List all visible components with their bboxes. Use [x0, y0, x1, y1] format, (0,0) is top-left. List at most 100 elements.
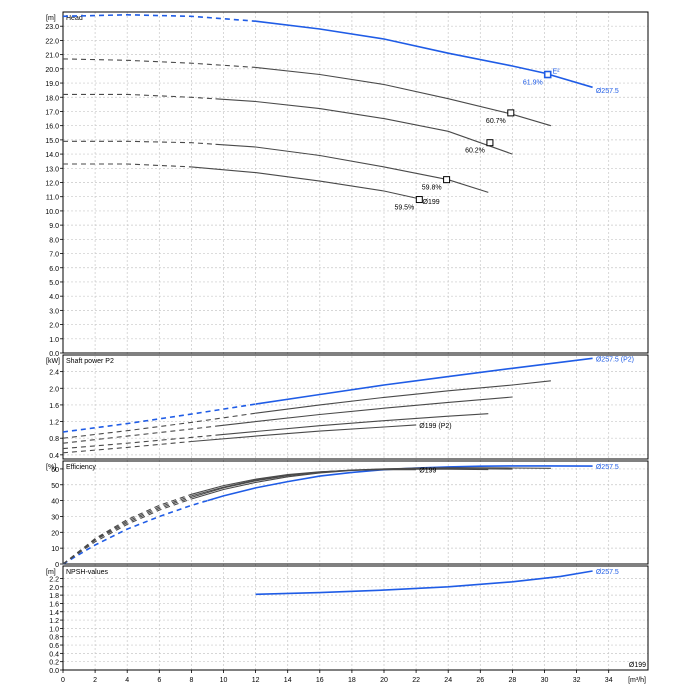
x-tick-label: 14 [284, 677, 292, 684]
y-tick-label: 6.0 [49, 266, 59, 273]
x-end-label: Ø199 [629, 662, 646, 669]
panel-title-npsh: NPSH-values [66, 569, 109, 576]
bep-marker [543, 70, 552, 79]
x-tick-label: 0 [61, 677, 65, 684]
bep-label: 60.7% [486, 118, 506, 125]
y-tick-label: 1.0 [49, 626, 59, 633]
bep-marker [507, 109, 515, 117]
y-tick-label: 0.4 [49, 651, 59, 658]
y-tick-label: 30 [51, 514, 59, 521]
curve-label: Ø257.5 [596, 569, 619, 576]
y-tick-label: 10.0 [45, 209, 59, 216]
y-tick-label: 0.4 [49, 453, 59, 460]
series-efficiency-4 [191, 469, 417, 495]
curve-label: Ø257.5 [596, 464, 619, 471]
bep-label: 59.8% [422, 185, 442, 192]
panel-frame-npsh [62, 565, 649, 671]
series-head-2 [215, 98, 513, 155]
y-tick-label: 12.0 [45, 181, 59, 188]
curve-label: Ø257.5 (P2) [596, 356, 634, 363]
series-head-3 [215, 143, 489, 193]
y-tick-label: 18.0 [45, 95, 59, 102]
x-tick-label: 4 [125, 677, 129, 684]
y-tick-label: 1.2 [49, 618, 59, 625]
y-tick-label: 9.0 [49, 223, 59, 230]
series-head-2-dashed [63, 93, 216, 100]
bep-label: 61.9% [523, 80, 543, 87]
y-tick-label: 1.4 [49, 610, 59, 617]
y-tick-label: 8.0 [49, 237, 59, 244]
y-tick-label: 14.0 [45, 152, 59, 159]
y-tick-label: 23.0 [45, 24, 59, 31]
series-efficiency-0 [207, 465, 593, 502]
x-tick-label: 34 [605, 677, 613, 684]
series-efficiency-2-dashed [62, 496, 192, 565]
y-tick-label: 10 [51, 546, 59, 553]
y-tick-label: 7.0 [49, 252, 59, 259]
y-tick-label: 21.0 [45, 53, 59, 60]
y-tick-label: 2.4 [49, 370, 59, 377]
bep-marker [415, 196, 423, 204]
y-tick-label: 1.6 [49, 403, 59, 410]
y-tick-label: 0.0 [49, 668, 59, 675]
series-power-0-dashed [62, 403, 256, 433]
x-tick-label: 12 [252, 677, 260, 684]
series-head-4-dashed [63, 163, 192, 168]
y-tick-label: 0.8 [49, 635, 59, 642]
series-power-1 [255, 380, 551, 414]
series-npsh-0 [255, 570, 593, 596]
panel-frame-efficiency [62, 460, 649, 565]
y-tick-label: 2.2 [49, 576, 59, 583]
y-tick-label: 11.0 [46, 195, 59, 202]
y-tick-label: 19.0 [45, 81, 59, 88]
y-tick-label: 20 [51, 530, 59, 537]
series-head-0 [255, 20, 593, 89]
y-tick-label: 13.0 [45, 166, 59, 173]
x-tick-label: 32 [573, 677, 581, 684]
y-tick-label: 3.0 [49, 308, 59, 315]
x-tick-label: 10 [220, 677, 228, 684]
y-tick-label: 60 [51, 467, 59, 474]
y-tick-label: 2.0 [49, 585, 59, 592]
x-tick-label: 2 [93, 677, 97, 684]
x-tick-label: 20 [380, 677, 388, 684]
series-head-3-dashed [63, 140, 216, 145]
panel-title-power: Shaft power P2 [66, 358, 114, 365]
x-tick-label: 30 [541, 677, 549, 684]
curve-label: Ø199 [423, 199, 440, 206]
bep-marker [486, 139, 494, 147]
y-tick-label: 1.0 [49, 337, 59, 344]
series-power-2 [215, 396, 513, 427]
x-tick-label: 22 [412, 677, 420, 684]
x-tick-label: 16 [316, 677, 324, 684]
series-power-4 [191, 424, 417, 443]
y-tick-label: 1.2 [49, 420, 59, 427]
series-efficiency-0-dashed [62, 499, 208, 565]
panel-unit-efficiency: [%] [46, 464, 56, 471]
x-tick-label: 18 [348, 677, 356, 684]
y-tick-label: 50 [51, 483, 59, 490]
y-tick-label: 20.0 [45, 67, 59, 74]
curve-label: E² [553, 68, 561, 75]
y-tick-label: 17.0 [45, 109, 59, 116]
y-tick-label: 2.0 [49, 386, 59, 393]
y-tick-label: 5.0 [49, 280, 59, 287]
x-tick-label: 6 [157, 677, 161, 684]
x-tick-label: 8 [189, 677, 193, 684]
y-tick-label: 0.8 [49, 436, 59, 443]
curve-label: Ø199 [419, 468, 436, 475]
y-tick-label: 16.0 [45, 124, 59, 131]
y-tick-label: 40 [51, 499, 59, 506]
series-head-1 [255, 66, 552, 127]
panel-frame-head [62, 11, 649, 354]
y-tick-label: 2.0 [49, 323, 59, 330]
curve-label: Ø257.5 [596, 88, 619, 95]
series-head-4 [191, 166, 417, 199]
y-tick-label: 22.0 [45, 38, 59, 45]
y-tick-label: 0 [55, 562, 59, 569]
x-tick-label: 28 [509, 677, 517, 684]
series-efficiency-1-dashed [62, 498, 192, 565]
series-power-0 [255, 357, 593, 405]
bep-marker [443, 176, 451, 184]
